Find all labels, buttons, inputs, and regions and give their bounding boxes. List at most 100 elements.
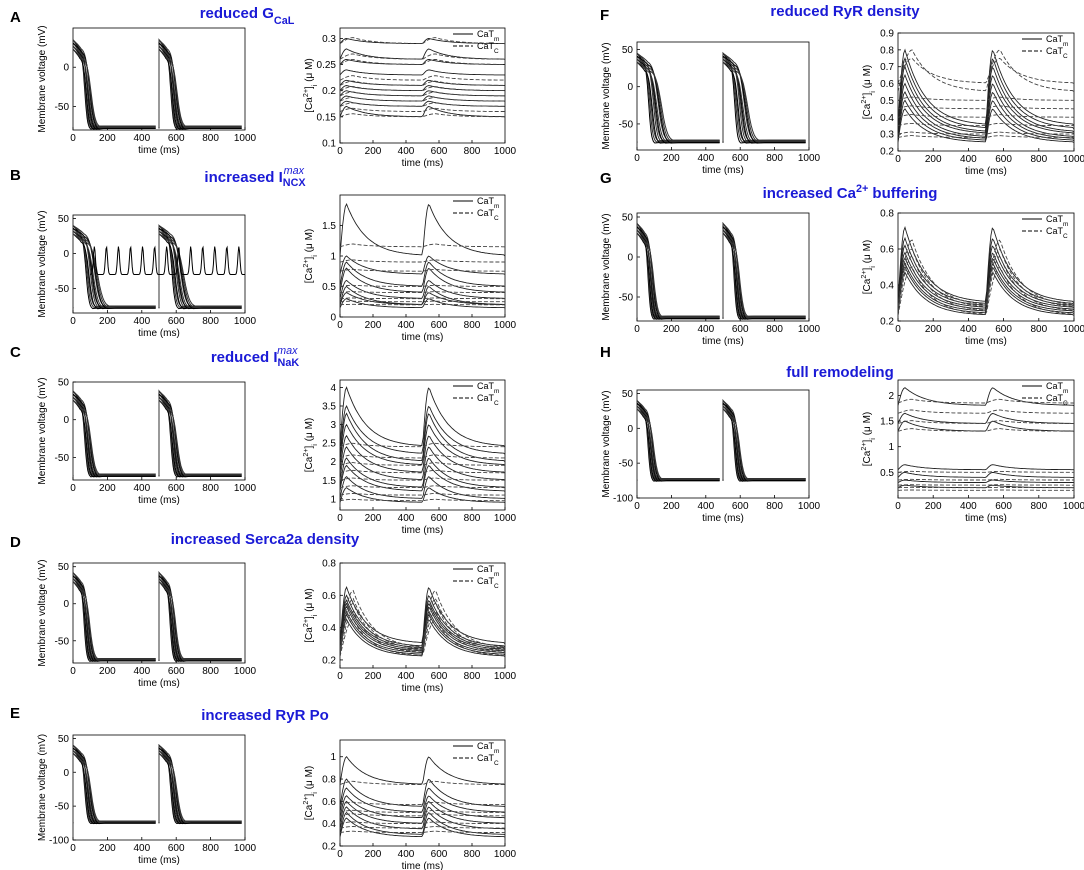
cat-m-trace xyxy=(340,487,505,504)
x-tick-label: 600 xyxy=(995,324,1012,335)
y-tick-label: 0.3 xyxy=(322,34,336,45)
cat-c-trace xyxy=(898,266,1074,316)
y-axis-label: Membrane voltage (mV) xyxy=(601,390,612,497)
y-tick-label: 3 xyxy=(330,420,336,431)
ap-trace xyxy=(637,222,720,319)
voltage-plot: 0 200 400 600 800 1000 50 0 -50 time (ms) Membrane… xyxy=(601,41,821,176)
x-tick-label: 1000 xyxy=(494,513,517,524)
x-tick-label: 0 xyxy=(70,133,76,144)
calcium-plot: 0 200 400 600 800 1000 0.1 0.15 0.2 0.25 0.3 time (… xyxy=(301,27,517,169)
voltage-plot: 0 200 400 600 800 1000 50 0 -50 time (ms) Membrane… xyxy=(37,377,257,506)
x-tick-label: 200 xyxy=(925,324,942,335)
cat-c-trace xyxy=(898,428,1074,432)
x-axis-label: time (ms) xyxy=(402,158,444,169)
panel-title: increased Serca2a density xyxy=(171,531,360,548)
voltage-plot: 0 200 400 600 800 1000 50 0 -50 time (ms) Membrane… xyxy=(37,210,257,339)
x-tick-label: 0 xyxy=(70,843,76,854)
x-axis-label: time (ms) xyxy=(965,166,1007,177)
x-tick-label: 400 xyxy=(398,513,415,524)
panel-letter: B xyxy=(10,167,21,184)
x-tick-label: 400 xyxy=(133,133,150,144)
voltage-plot: 0 200 400 600 800 1000 50 0 -50 time (ms) Membrane… xyxy=(37,559,257,689)
cat-m-trace xyxy=(340,202,505,257)
cat-c-trace xyxy=(340,589,505,649)
y-tick-label: -50 xyxy=(55,284,70,295)
ap-trace xyxy=(158,571,242,661)
y-tick-label: -50 xyxy=(619,119,634,130)
legend-label-catc: CaTC xyxy=(477,753,499,767)
ap-trace xyxy=(637,55,720,143)
cat-m-trace xyxy=(898,48,1074,126)
cat-c-trace xyxy=(898,57,1074,84)
x-tick-label: 800 xyxy=(202,666,219,677)
y-tick-label: 0 xyxy=(627,253,633,264)
y-tick-label: 0.2 xyxy=(322,842,336,853)
x-tick-label: 800 xyxy=(202,316,219,327)
cat-c-trace xyxy=(898,49,1074,93)
axes-box xyxy=(339,562,506,669)
y-tick-label: -50 xyxy=(55,453,70,464)
ap-trace xyxy=(637,408,720,480)
ap-trace xyxy=(637,52,720,144)
legend-label-catc: CaTC xyxy=(1046,393,1068,407)
x-tick-label: 0 xyxy=(634,501,640,512)
cat-m-trace xyxy=(340,618,505,658)
panel-title: reduced GCaL xyxy=(200,5,295,27)
x-tick-label: 400 xyxy=(960,324,977,335)
cat-m-trace xyxy=(340,464,505,492)
x-tick-label: 1000 xyxy=(798,501,821,512)
cat-m-trace xyxy=(340,292,505,306)
cat-c-trace xyxy=(340,102,505,107)
y-tick-label: 3.5 xyxy=(322,402,336,413)
cat-c-trace xyxy=(340,813,505,817)
y-tick-label: 0.5 xyxy=(322,282,336,293)
ap-trace xyxy=(637,61,720,143)
y-tick-label: 0.8 xyxy=(322,775,336,786)
y-axis-label: Membrane voltage (mV) xyxy=(37,377,48,484)
x-tick-label: 800 xyxy=(202,843,219,854)
y-axis-label: Membrane voltage (mV) xyxy=(601,213,612,320)
x-tick-label: 1000 xyxy=(1063,154,1084,165)
x-tick-label: 600 xyxy=(732,324,749,335)
ap-trace xyxy=(158,232,242,309)
legend-label-catc: CaTC xyxy=(1046,46,1068,60)
cat-m-trace xyxy=(340,787,505,813)
cat-m-trace xyxy=(898,82,1074,138)
y-tick-label: 1 xyxy=(888,442,894,453)
legend-label-catm: CaTm xyxy=(1046,214,1068,228)
x-tick-label: 800 xyxy=(1030,324,1047,335)
legend-label-catm: CaTm xyxy=(477,196,499,210)
cat-m-trace xyxy=(340,267,505,294)
ap-trace xyxy=(158,399,242,476)
cat-c-trace xyxy=(340,53,505,60)
ap-trace xyxy=(722,407,806,480)
ap-trace xyxy=(722,61,806,142)
panel-title: increased Ca2+ buffering xyxy=(763,183,938,202)
cat-m-trace xyxy=(340,817,505,838)
y-tick-label: 1.5 xyxy=(322,476,336,487)
y-tick-label: 1 xyxy=(330,252,336,263)
cat-m-trace xyxy=(340,795,505,819)
cat-c-trace xyxy=(340,75,505,81)
cat-m-trace xyxy=(898,73,1074,135)
x-tick-label: 200 xyxy=(663,324,680,335)
axes-box xyxy=(897,212,1075,322)
y-axis-label: [Ca2+]i (μ M) xyxy=(301,58,319,112)
legend-label-catm: CaTm xyxy=(477,381,499,395)
panel-title: reduced INaKmax xyxy=(211,345,299,369)
cat-c-trace xyxy=(340,284,505,287)
calcium-traces xyxy=(898,387,1074,491)
cat-c-trace xyxy=(340,107,505,113)
ap-trace xyxy=(158,232,242,310)
cat-c-trace xyxy=(340,602,505,653)
ap-trace xyxy=(722,60,806,144)
y-tick-label: 0.5 xyxy=(880,96,894,107)
cat-c-trace xyxy=(340,462,505,466)
voltage-traces xyxy=(73,389,242,478)
panel-letter: F xyxy=(600,7,609,24)
